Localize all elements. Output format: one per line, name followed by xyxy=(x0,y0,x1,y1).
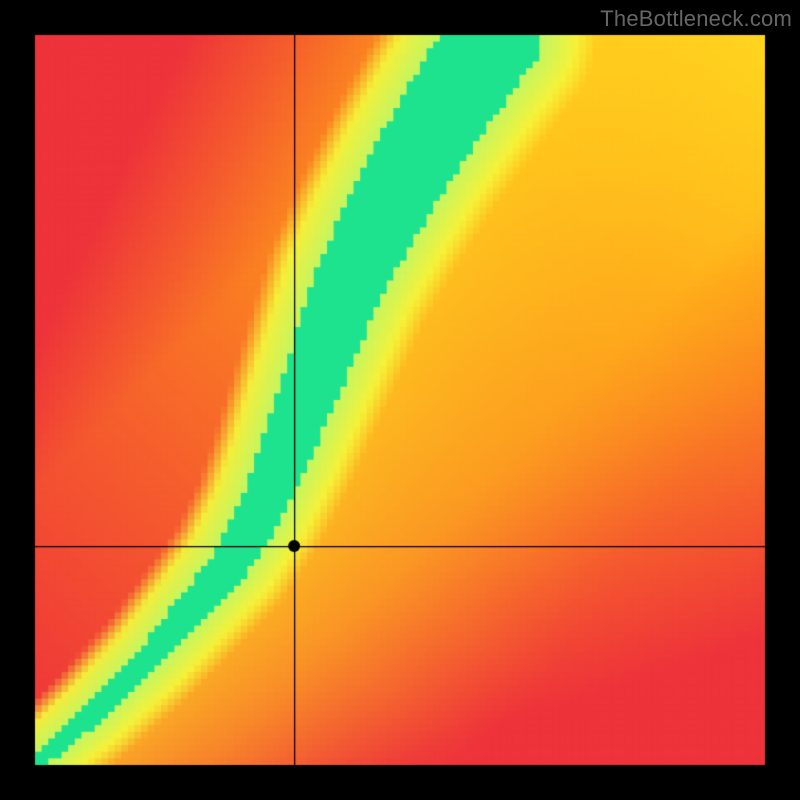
bottleneck-chart-container: TheBottleneck.com xyxy=(0,0,800,800)
watermark-text: TheBottleneck.com xyxy=(600,6,792,32)
heatmap-canvas xyxy=(0,0,800,800)
